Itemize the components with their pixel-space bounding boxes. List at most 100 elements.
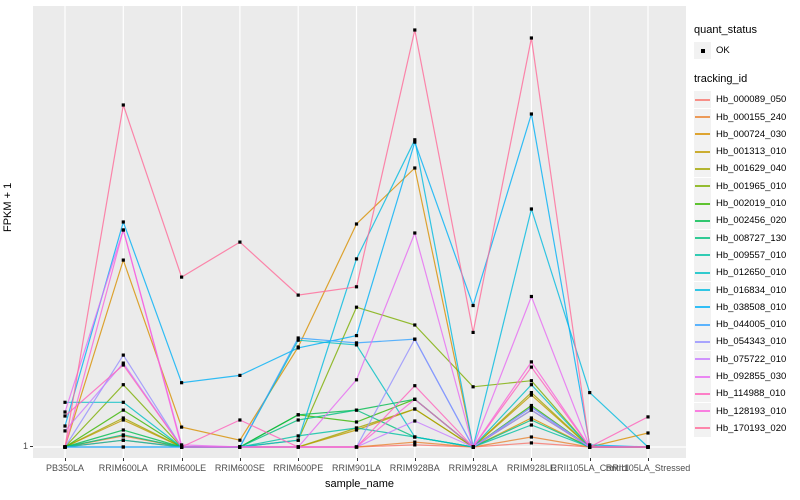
data-point [588, 391, 592, 395]
data-point [529, 391, 533, 395]
legend-item: Hb_114988_010 [694, 385, 798, 403]
data-point [121, 408, 125, 412]
data-point [354, 408, 359, 412]
legend-gap [694, 59, 798, 73]
legend-color-line-icon [695, 427, 710, 430]
x-axis-tick-mark [181, 458, 183, 461]
legend-key-swatch [694, 264, 711, 282]
legend-key-swatch [694, 246, 711, 264]
legend-key-swatch [694, 402, 711, 420]
legend-key-swatch [694, 316, 711, 334]
legend-color-line-icon [695, 375, 710, 378]
x-tick-label: RRIM928LE [506, 463, 556, 473]
data-point [296, 445, 300, 449]
legend-color-line-icon [695, 185, 710, 188]
plot-area [33, 6, 686, 458]
legend-key-swatch [694, 333, 711, 351]
x-axis-tick-mark [531, 458, 533, 461]
legend-key-swatch [694, 350, 711, 368]
legend-key-swatch [694, 160, 711, 178]
data-point [529, 365, 533, 369]
data-point [296, 338, 300, 342]
legend-item: Hb_001965_010 [694, 177, 798, 195]
legend-item-label: Hb_008727_130 [716, 232, 787, 244]
data-point [413, 166, 417, 170]
x-axis-tick-mark [414, 458, 416, 461]
data-point [121, 228, 125, 232]
data-point [529, 405, 533, 409]
data-point [121, 416, 125, 420]
plot-panel [33, 6, 686, 458]
legend-item-label: Hb_092855_030 [716, 371, 787, 383]
y-tick-label: 1 [22, 441, 28, 451]
data-point [121, 445, 125, 449]
legend-item-label: Hb_002019_010 [716, 198, 787, 210]
tracking-id-legend-list: Hb_000089_050 Hb_000155_240 Hb_000724_030 H… [694, 91, 798, 437]
data-point [413, 435, 417, 439]
data-point [63, 414, 67, 418]
data-point [296, 434, 300, 438]
x-axis-tick-mark [473, 458, 475, 461]
legend-item: Hb_038508_010 [694, 298, 798, 316]
x-axis-tick-mark [239, 458, 241, 461]
data-point [413, 407, 417, 411]
data-point [354, 378, 359, 382]
x-tick-label: RRIM600SE [214, 463, 265, 473]
legend-key-swatch [694, 125, 711, 143]
data-point [121, 400, 125, 404]
legend-item-label: Hb_114988_010 [716, 388, 786, 400]
data-point [180, 443, 184, 447]
legend-key-swatch [694, 298, 711, 316]
legend-color-line-icon [695, 254, 710, 257]
data-point [121, 363, 125, 367]
x-axis-title: sample_name [324, 478, 395, 490]
data-point [529, 379, 533, 383]
x-axis-tick-mark [589, 458, 591, 461]
x-tick-label: RRIM928LA [448, 463, 498, 473]
x-axis-tick-mark [123, 458, 125, 461]
data-point [238, 373, 242, 377]
data-point [588, 443, 592, 447]
legend-key-swatch [694, 212, 711, 230]
data-point [529, 435, 533, 439]
legend-color-line-icon [695, 237, 710, 240]
data-point [354, 257, 359, 261]
legend-item-label: Hb_044005_010 [716, 319, 787, 331]
legend-color-line-icon [695, 202, 710, 205]
data-point [529, 441, 533, 445]
legend-item-label: Hb_128193_010 [716, 405, 787, 417]
data-point [354, 334, 359, 338]
data-point [296, 413, 300, 417]
data-point [63, 445, 67, 449]
data-point [529, 112, 533, 116]
legend-item-label: Hb_000155_240 [716, 111, 787, 123]
data-point [121, 383, 125, 387]
data-point [413, 138, 417, 142]
legend-color-line-icon [695, 167, 710, 170]
data-point [296, 293, 300, 297]
legend-item: Hb_016834_010 [694, 281, 798, 299]
data-point [354, 285, 359, 289]
data-point [354, 445, 359, 449]
legend-color-line-icon [695, 323, 710, 326]
data-point [646, 431, 650, 435]
data-point [646, 445, 650, 449]
data-point [413, 443, 417, 447]
x-axis-tick-mark [356, 458, 358, 461]
x-tick-label: RRIM600PE [273, 463, 324, 473]
legend-item-label: Hb_054343_010 [716, 336, 787, 348]
legend-item-label: Hb_009557_010 [716, 249, 787, 261]
data-point [121, 353, 125, 357]
x-axis-tick-mark [65, 458, 66, 461]
data-point [180, 275, 184, 279]
data-point [296, 346, 300, 350]
legend-item-ok: OK [694, 42, 798, 59]
legend-item-label: Hb_001965_010 [716, 180, 787, 192]
data-point [529, 408, 533, 412]
legend-item: Hb_001629_040 [694, 160, 798, 178]
legend-key-swatch [694, 143, 711, 161]
data-point [63, 429, 67, 433]
legend-key-swatch [694, 177, 711, 195]
data-point [121, 220, 125, 224]
